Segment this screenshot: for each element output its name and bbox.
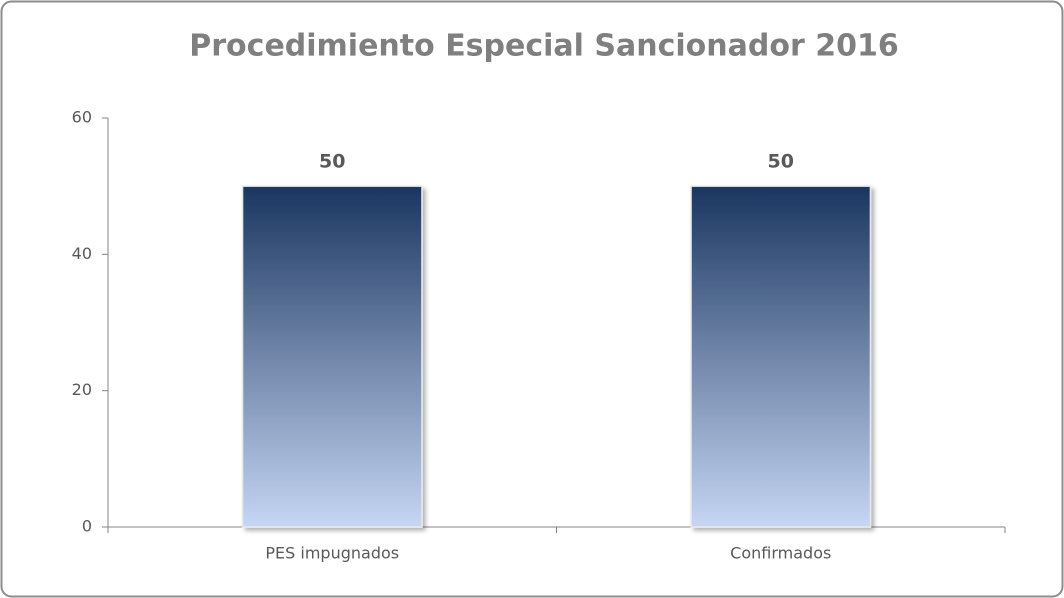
x-tick-label: Confirmados [730, 544, 831, 563]
chart-title: Procedimiento Especial Sancionador 2016 [189, 29, 898, 64]
bar [690, 185, 872, 528]
data-label: 50 [319, 151, 345, 173]
y-tick-label: 40 [72, 244, 92, 263]
data-label: 50 [768, 151, 794, 173]
y-tick-label: 0 [82, 517, 92, 536]
x-tick-label: PES impugnados [265, 544, 399, 563]
y-tick-label: 20 [72, 380, 92, 399]
y-tick-label: 60 [72, 108, 92, 127]
bar [241, 185, 423, 528]
